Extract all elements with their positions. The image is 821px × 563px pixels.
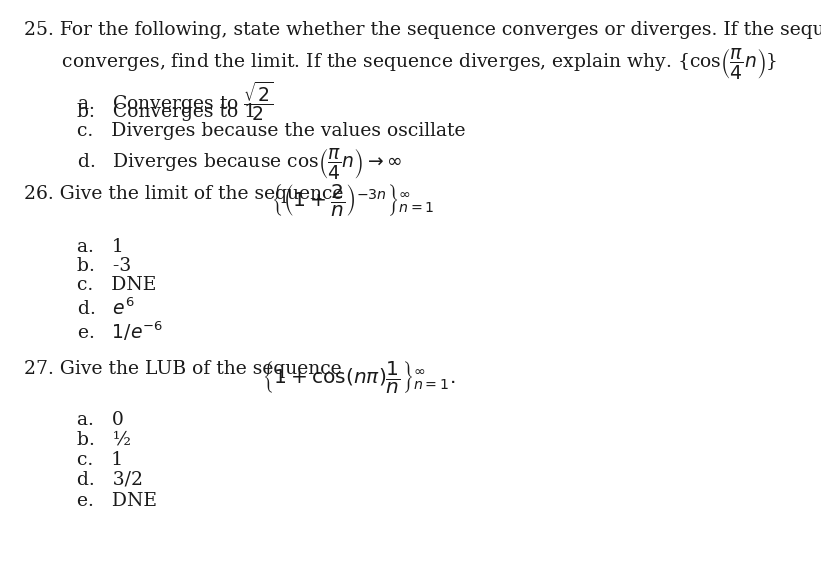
Text: b.   Converges to 1: b. Converges to 1 — [77, 104, 257, 122]
Text: b.   -3: b. -3 — [77, 257, 131, 275]
Text: 26. Give the limit of the sequence: 26. Give the limit of the sequence — [24, 185, 343, 203]
Text: e.   DNE: e. DNE — [77, 491, 158, 510]
Text: converges, find the limit. If the sequence diverges, explain why. {cos$\left(\df: converges, find the limit. If the sequen… — [39, 46, 777, 81]
Text: 25. For the following, state whether the sequence converges or diverges. If the : 25. For the following, state whether the… — [24, 21, 821, 39]
Text: a.   Converges to $\dfrac{\sqrt{2}}{2}$: a. Converges to $\dfrac{\sqrt{2}}{2}$ — [77, 79, 274, 123]
Text: c.   DNE: c. DNE — [77, 276, 157, 294]
Text: c.   1: c. 1 — [77, 451, 124, 468]
Text: a.   0: a. 0 — [77, 412, 124, 430]
Text: d.   $e^{6}$: d. $e^{6}$ — [77, 297, 135, 319]
Text: $\left\{1+\cos(n\pi)\dfrac{1}{n}\right\}_{n=1}^{\infty}.$: $\left\{1+\cos(n\pi)\dfrac{1}{n}\right\}… — [262, 359, 455, 395]
Text: b.   ½: b. ½ — [77, 431, 131, 449]
Text: $\left\{\left(1+\dfrac{2}{n}\right)^{-3n}\right\}_{n=1}^{\infty}$: $\left\{\left(1+\dfrac{2}{n}\right)^{-3n… — [271, 182, 434, 218]
Text: 27. Give the LUB of the sequence: 27. Give the LUB of the sequence — [24, 360, 342, 378]
Text: d.   3/2: d. 3/2 — [77, 470, 144, 488]
Text: e.   $1/e^{-6}$: e. $1/e^{-6}$ — [77, 320, 163, 343]
Text: d.   Diverges because cos$\left(\dfrac{\pi}{4}n\right) \rightarrow \infty$: d. Diverges because cos$\left(\dfrac{\pi… — [77, 146, 402, 181]
Text: a.   1: a. 1 — [77, 238, 124, 256]
Text: c.   Diverges because the values oscillate: c. Diverges because the values oscillate — [77, 122, 466, 140]
